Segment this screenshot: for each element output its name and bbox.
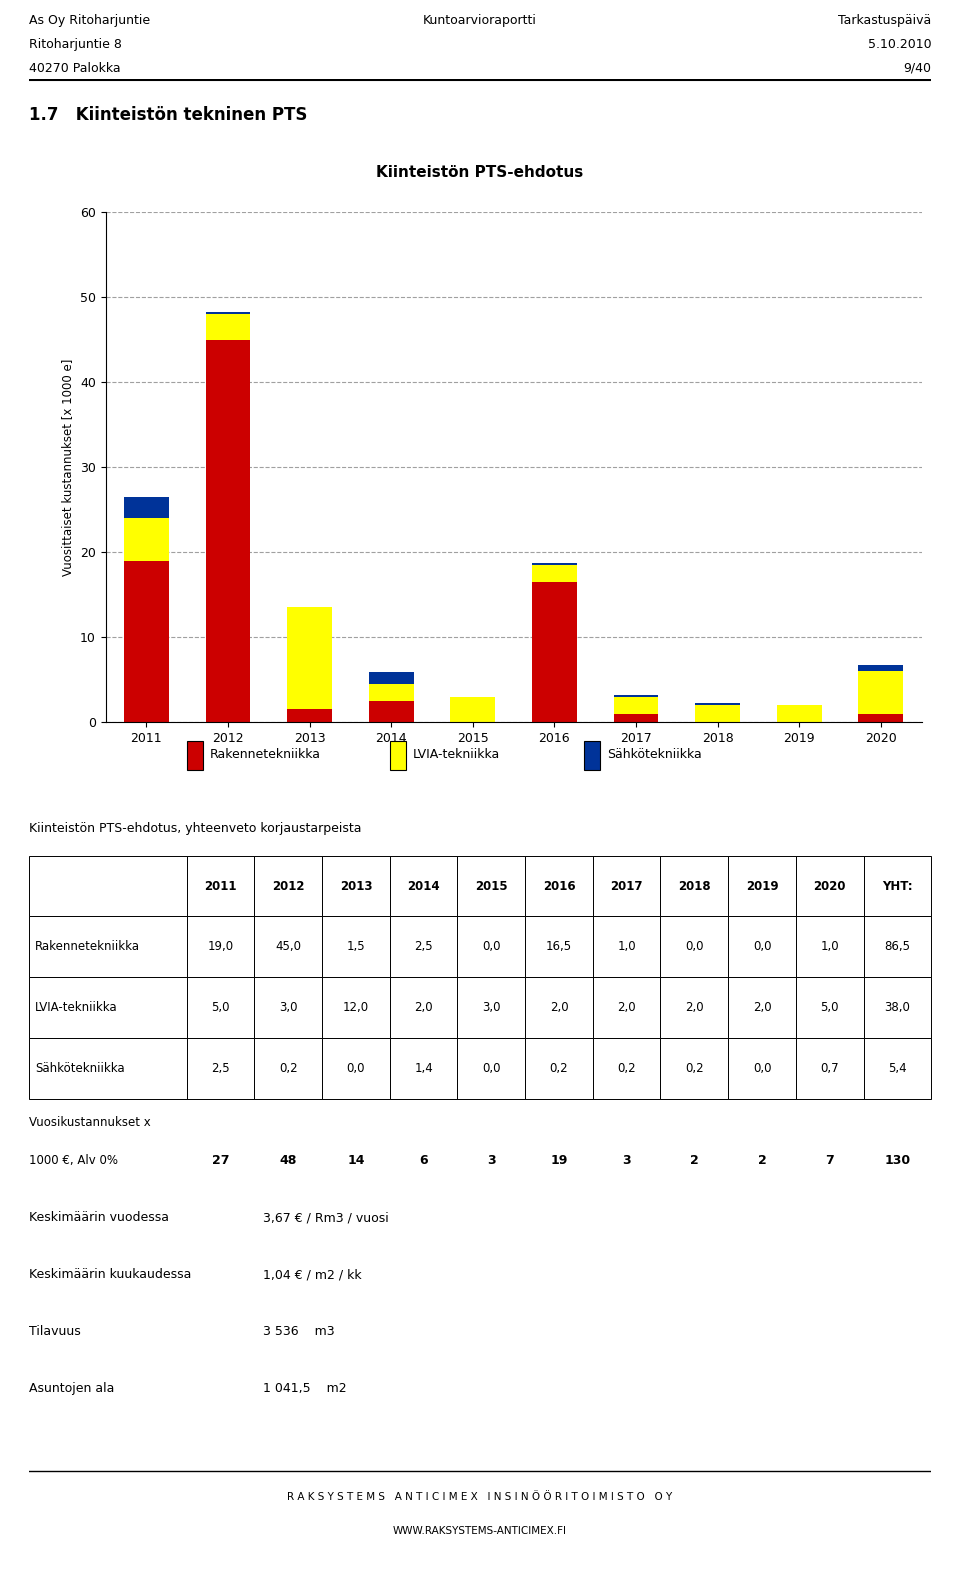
Text: 14: 14	[348, 1154, 365, 1168]
Bar	[858, 666, 903, 672]
Text: 1 041,5    m2: 1 041,5 m2	[263, 1382, 348, 1396]
Bar	[532, 565, 577, 582]
Bar	[390, 741, 406, 769]
Bar	[532, 582, 577, 722]
Bar	[124, 518, 169, 560]
Text: 3: 3	[622, 1154, 631, 1168]
Text: Kiinteistön PTS-ehdotus: Kiinteistön PTS-ehdotus	[376, 165, 584, 181]
Text: 9/40: 9/40	[903, 61, 931, 75]
Bar	[613, 714, 659, 722]
Text: 27: 27	[212, 1154, 229, 1168]
Bar	[369, 700, 414, 722]
Bar	[205, 312, 251, 314]
Y-axis label: Vuosittaiset kustannukset [x 1000 e]: Vuosittaiset kustannukset [x 1000 e]	[61, 358, 74, 576]
Bar	[613, 697, 659, 714]
Text: Kiinteistön PTS-ehdotus, yhteenveto korjaustarpeista: Kiinteistön PTS-ehdotus, yhteenveto korj…	[29, 821, 361, 835]
Bar	[613, 696, 659, 697]
Text: Sähkötekniikka: Sähkötekniikka	[608, 747, 702, 761]
Bar	[287, 608, 332, 710]
Bar	[205, 339, 251, 722]
Text: Keskimäärin kuukaudessa: Keskimäärin kuukaudessa	[29, 1269, 191, 1281]
Text: 1000 €, Alv 0%: 1000 €, Alv 0%	[29, 1154, 118, 1168]
Text: Ritoharjuntie 8: Ritoharjuntie 8	[29, 38, 122, 50]
Text: 1,04 € / m2 / kk: 1,04 € / m2 / kk	[263, 1269, 362, 1281]
Text: WWW.RAKSYSTEMS-ANTICIMEX.FI: WWW.RAKSYSTEMS-ANTICIMEX.FI	[393, 1526, 567, 1535]
Bar	[695, 705, 740, 722]
Text: 2: 2	[690, 1154, 699, 1168]
Text: 6: 6	[420, 1154, 428, 1168]
Text: 3,67 € / Rm3 / vuosi: 3,67 € / Rm3 / vuosi	[263, 1212, 389, 1225]
Text: 48: 48	[279, 1154, 297, 1168]
Bar	[858, 714, 903, 722]
Text: Kuntoarvioraportti: Kuntoarvioraportti	[423, 14, 537, 27]
Text: As Oy Ritoharjuntie: As Oy Ritoharjuntie	[29, 14, 150, 27]
Text: Asuntojen ala: Asuntojen ala	[29, 1382, 114, 1396]
Bar	[584, 741, 600, 769]
Bar	[287, 710, 332, 722]
Text: 7: 7	[826, 1154, 834, 1168]
Text: 5.10.2010: 5.10.2010	[868, 38, 931, 50]
Text: Rakennetekniikka: Rakennetekniikka	[210, 747, 322, 761]
Text: Keskimäärin vuodessa: Keskimäärin vuodessa	[29, 1212, 169, 1225]
Text: Tarkastuspäivä: Tarkastuspäivä	[838, 14, 931, 27]
Bar	[369, 672, 414, 685]
Text: 2: 2	[757, 1154, 766, 1168]
Text: 19: 19	[550, 1154, 567, 1168]
Bar	[124, 560, 169, 722]
Bar	[186, 741, 203, 769]
Text: 3: 3	[487, 1154, 495, 1168]
Text: 1.7   Kiinteistön tekninen PTS: 1.7 Kiinteistön tekninen PTS	[29, 107, 307, 124]
Bar	[205, 314, 251, 339]
Text: Vuosikustannukset x: Vuosikustannukset x	[29, 1116, 151, 1129]
Text: 130: 130	[884, 1154, 910, 1168]
Text: Tilavuus: Tilavuus	[29, 1325, 81, 1338]
Bar	[124, 496, 169, 518]
Bar	[858, 670, 903, 714]
Bar	[369, 685, 414, 700]
Bar	[777, 705, 822, 722]
Bar	[695, 703, 740, 705]
Text: LVIA-tekniikka: LVIA-tekniikka	[413, 747, 500, 761]
Bar	[450, 697, 495, 722]
Text: 40270 Palokka: 40270 Palokka	[29, 61, 120, 75]
Bar	[532, 564, 577, 565]
Text: 3 536    m3: 3 536 m3	[263, 1325, 335, 1338]
Text: R A K S Y S T E M S   A N T I C I M E X   I N S I N Ö Ö R I T O I M I S T O   O : R A K S Y S T E M S A N T I C I M E X I …	[287, 1492, 673, 1502]
